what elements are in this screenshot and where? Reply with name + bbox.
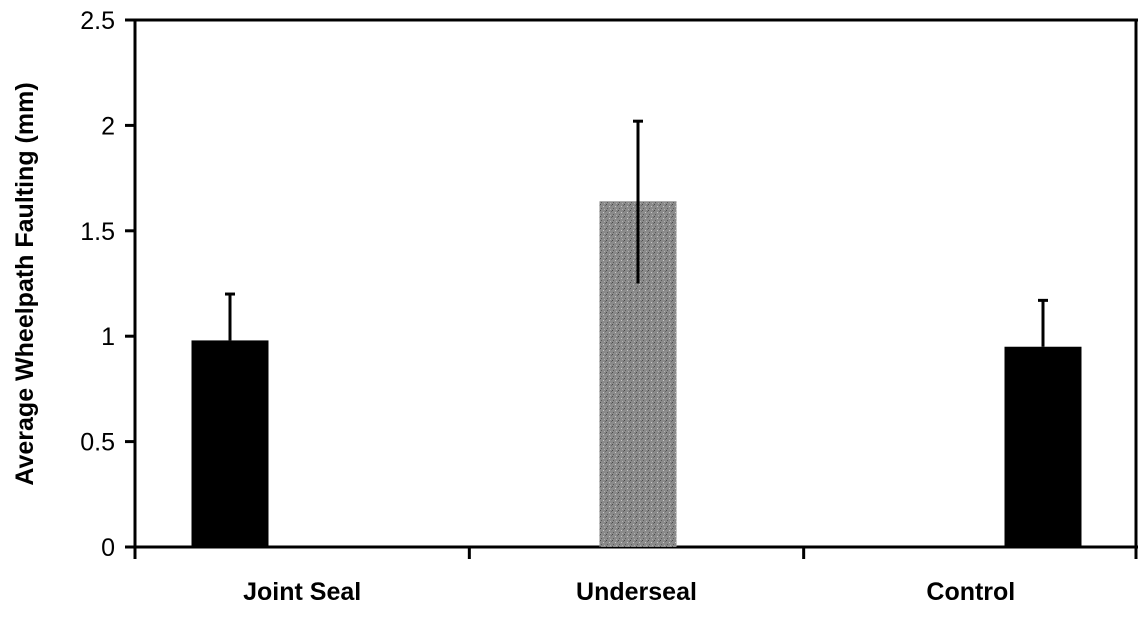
x-category-label: Underseal bbox=[576, 578, 697, 606]
bar-joint-seal bbox=[191, 340, 269, 547]
y-tick-label: 2.5 bbox=[80, 7, 115, 35]
y-tick-label: 0.5 bbox=[80, 429, 115, 457]
x-labels: Joint Seal Underseal Control bbox=[243, 578, 1015, 606]
x-category-label: Control bbox=[926, 578, 1015, 606]
plot-frame bbox=[133, 18, 1138, 549]
bar-control bbox=[1004, 346, 1082, 547]
error-bars bbox=[225, 119, 1048, 347]
x-category-label: Joint Seal bbox=[243, 578, 361, 606]
y-ticks: 0 0.5 1 1.5 2 2.5 bbox=[80, 7, 135, 562]
y-axis-title: Average Wheelpath Faulting (mm) bbox=[11, 82, 39, 485]
y-tick-label: 1.5 bbox=[80, 218, 115, 246]
y-tick-label: 2 bbox=[101, 112, 115, 140]
x-ticks bbox=[133, 547, 1138, 559]
y-tick-label: 0 bbox=[101, 534, 115, 562]
y-tick-label: 1 bbox=[101, 323, 115, 351]
